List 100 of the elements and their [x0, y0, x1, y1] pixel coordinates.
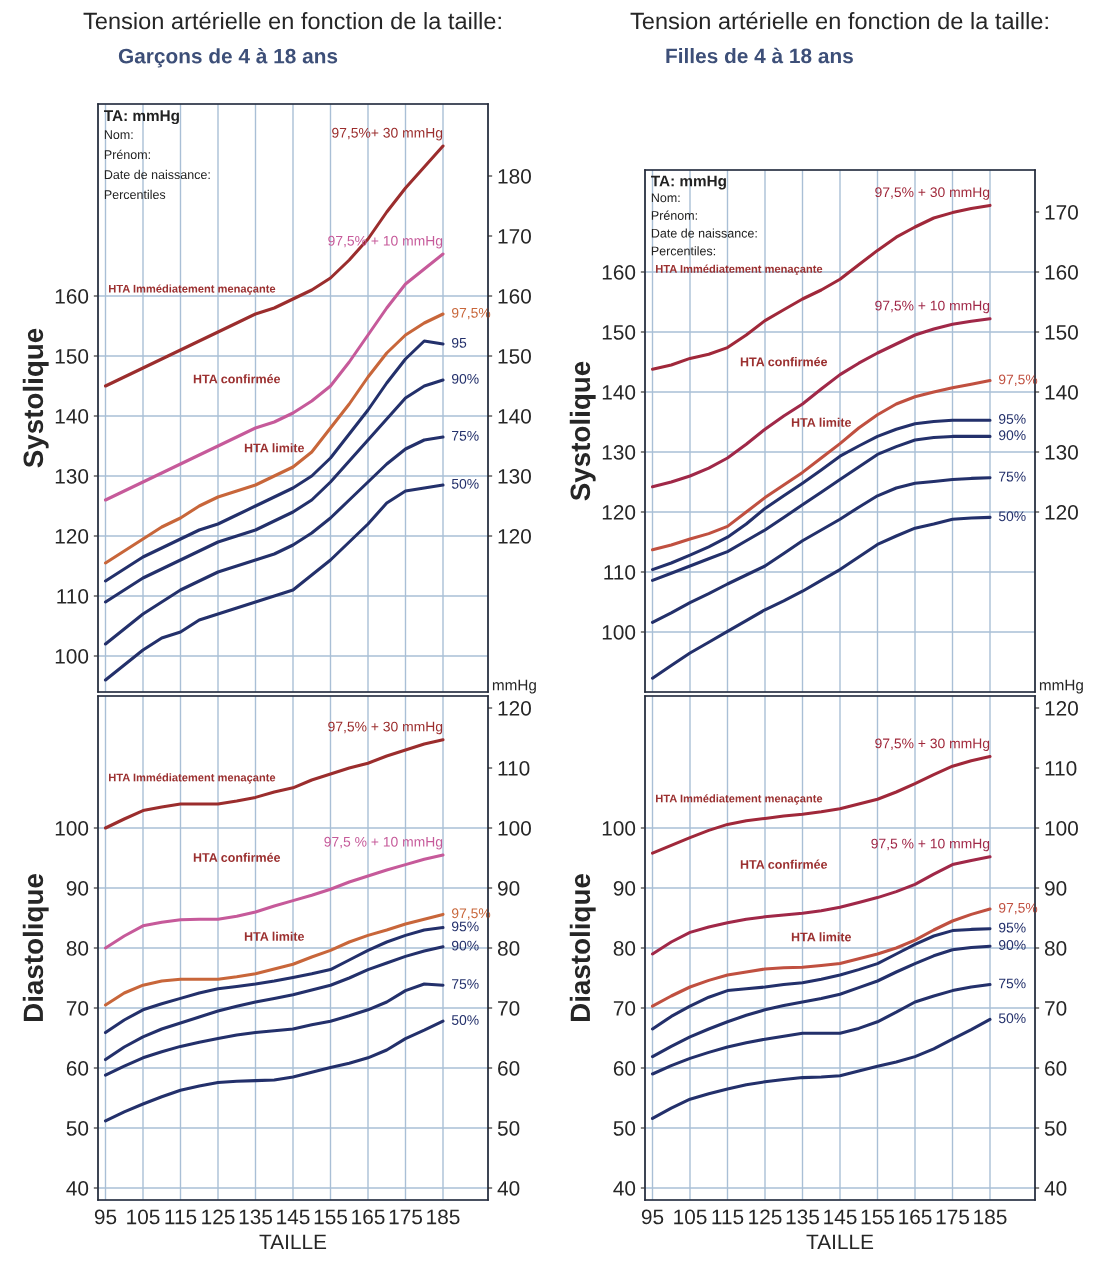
x-tick-label: 165 [899, 1209, 932, 1225]
y2-tick-label: 150 [1045, 325, 1078, 340]
annotation: HTA Immédiatement menaçante [656, 794, 823, 805]
line-series [650, 317, 992, 489]
y2-tick-label: 140 [498, 409, 531, 424]
y2-tick-label: 80 [1044, 941, 1067, 956]
y2-tick-label: 40 [497, 1181, 520, 1196]
line-series [650, 855, 992, 956]
y-tick-label: 50 [66, 1121, 89, 1136]
y2-tick-label: 120 [1045, 701, 1078, 716]
y2-tick-label: 90 [1045, 881, 1067, 896]
y-tick-label: 80 [66, 941, 89, 956]
y-tick-label: 90 [613, 881, 636, 896]
annotation: HTA limite [244, 443, 305, 453]
x-tick-label: 105 [674, 1209, 707, 1225]
series-label: 97,5 % + 10 mmHg [324, 836, 443, 850]
chart-title: Tension artérielle en fonction de la taille: [630, 11, 1048, 30]
x-axis-title: TAILLE [806, 1234, 874, 1250]
annotation: HTA Immédiatement menaçante [109, 284, 276, 295]
y-tick-label: 140 [602, 385, 636, 400]
y2-tick-label: 110 [498, 761, 530, 776]
y-tick-label: 130 [602, 445, 636, 460]
series-label: 95% [998, 414, 1026, 424]
y-tick-label: 80 [613, 941, 636, 956]
y-tick-label: 40 [66, 1181, 89, 1196]
line-series [103, 312, 445, 565]
y2-tick-label: 80 [497, 941, 520, 956]
line-series [650, 983, 992, 1076]
annotation: HTA Immédiatement menaçante [656, 264, 823, 276]
x-axis-title: TAILLE [259, 1234, 327, 1250]
series-label: 97,5% + 30 mmHg [875, 187, 990, 200]
series-label: 90% [998, 940, 1026, 950]
series-label: 75% [999, 978, 1026, 989]
annotation: HTA confirmée [740, 859, 828, 869]
y-tick-label: 160 [55, 289, 89, 304]
y2-tick-label: 170 [498, 229, 531, 244]
y2-tick-label: 160 [1045, 265, 1078, 280]
x-tick-label: 165 [352, 1209, 385, 1225]
line-series [650, 1017, 992, 1120]
line-series [103, 252, 445, 502]
series-label: 97,5% + 30 mmHg [875, 738, 990, 752]
series-label: 97,5 % + 10 mmHg [871, 838, 990, 852]
line-series [650, 515, 992, 680]
series-label: 50% [998, 1013, 1026, 1024]
y-tick-label: 90 [66, 881, 89, 896]
x-tick-label: 175 [389, 1209, 423, 1225]
y2-tick-label: 110 [1045, 761, 1077, 776]
series-label: 97,5% + 10 mmHg [875, 300, 990, 314]
line-series [103, 738, 445, 830]
y2-tick-label: 120 [498, 701, 531, 716]
y2-tick-label: 130 [498, 469, 531, 484]
line-series [650, 203, 992, 371]
x-tick-label: 95 [641, 1209, 664, 1225]
line-series [103, 926, 445, 1035]
x-tick-label: 125 [202, 1209, 235, 1225]
y-axis-title: Systolique [22, 328, 49, 468]
annotation: HTA confirmée [193, 374, 281, 384]
line-series [103, 1019, 445, 1123]
series-label: 75% [452, 430, 479, 441]
y-tick-label: 40 [613, 1181, 636, 1196]
x-tick-label: 155 [314, 1209, 348, 1225]
x-tick-label: 135 [239, 1209, 273, 1225]
y2-tick-label: 130 [1045, 445, 1078, 460]
line-series [650, 927, 992, 1031]
y-tick-label: 160 [602, 265, 636, 280]
series-label: 97,5% + 30 mmHg [328, 721, 443, 735]
y2-tick-label: 150 [498, 349, 531, 364]
annotation: Date de naissance: [104, 169, 210, 180]
y-axis-title: Diastolique [22, 874, 49, 1021]
y-tick-label: 70 [66, 1001, 89, 1016]
line-series [650, 907, 992, 1008]
y-tick-label: 110 [604, 565, 636, 580]
series-label: 50% [998, 511, 1026, 522]
line-series [650, 476, 992, 624]
y2-tick-label: 50 [1044, 1121, 1067, 1136]
x-tick-label: 155 [861, 1209, 895, 1225]
x-tick-label: 145 [277, 1209, 310, 1225]
x-tick-label: 185 [974, 1209, 1007, 1225]
x-tick-label: 115 [165, 1209, 197, 1225]
y-tick-label: 100 [602, 821, 636, 836]
y-tick-label: 130 [55, 469, 89, 484]
line-series [103, 853, 445, 950]
annotation: HTA confirmée [193, 852, 281, 862]
y2-tick-label: 70 [498, 1001, 520, 1016]
chart-subtitle: Filles de 4 à 18 ans [666, 47, 853, 64]
annotation: HTA Immédiatement menaçante [109, 773, 276, 784]
annotation: HTA confirmée [740, 356, 828, 367]
y2-tick-label: 170 [1045, 205, 1078, 220]
x-tick-label: 145 [824, 1209, 857, 1225]
annotation: Percentiles [104, 189, 166, 200]
line-series [103, 144, 445, 388]
series-label: 75% [999, 471, 1026, 482]
line-series [103, 483, 445, 682]
chart-title: Tension artérielle en fonction de la taille: [83, 11, 501, 30]
y-tick-label: 70 [613, 1001, 636, 1016]
annotation: Date de naissance: [651, 228, 757, 238]
line-series [650, 418, 992, 572]
annotation: HTA limite [791, 417, 852, 427]
annotation: Percentiles: [651, 246, 716, 256]
y-tick-label: 60 [66, 1061, 89, 1076]
